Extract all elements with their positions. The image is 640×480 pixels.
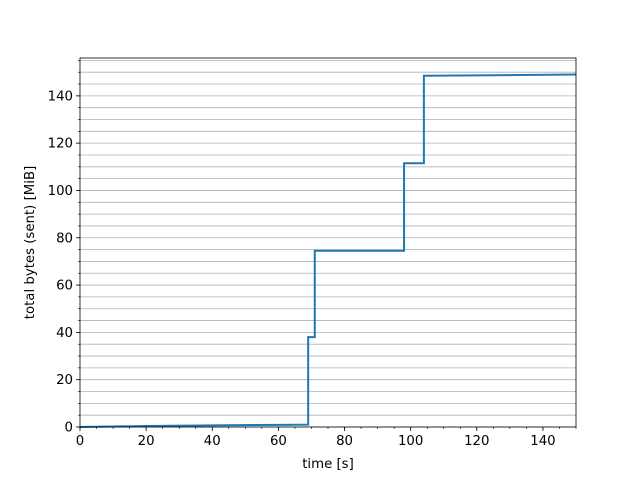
y-tick-label: 60 <box>56 279 73 294</box>
y-tick-label: 20 <box>56 373 73 388</box>
y-tick-label: 0 <box>65 421 73 436</box>
grid-layer <box>80 59 576 428</box>
y-tick-label: 140 <box>48 89 73 104</box>
x-tick-label: 20 <box>138 434 155 449</box>
x-tick-label: 40 <box>204 434 221 449</box>
x-tick-label: 140 <box>530 434 555 449</box>
y-tick-label: 40 <box>56 326 73 341</box>
series-layer <box>79 73 577 428</box>
y-tick-label: 80 <box>56 231 73 246</box>
x-tick-label: 100 <box>398 434 423 449</box>
series-line <box>79 73 577 428</box>
x-tick-label: 60 <box>270 434 287 449</box>
x-tick-label: 0 <box>76 434 84 449</box>
y-tick-label: 120 <box>48 137 73 152</box>
y-axis-label: total bytes (sent) [MiB] <box>23 166 38 320</box>
x-tick-label: 120 <box>464 434 489 449</box>
tick-layer: 0 20 40 60 80 100 120 140 0 20 40 60 80 100 120 140 <box>48 60 577 449</box>
x-tick-label: 80 <box>336 434 353 449</box>
y-tick-label: 100 <box>48 184 73 199</box>
x-axis-label: time [s] <box>302 457 354 472</box>
